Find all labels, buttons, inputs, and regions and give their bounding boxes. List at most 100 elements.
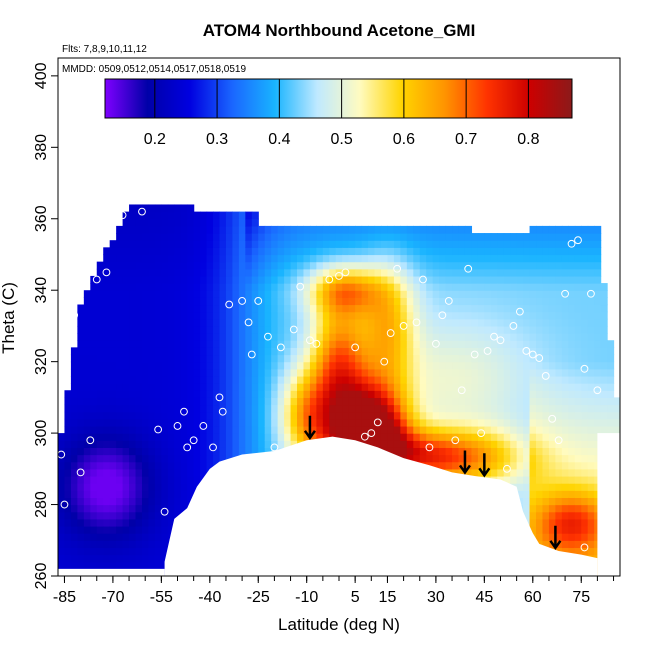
heatmap-cell [600,375,608,384]
heatmap-cell [329,333,337,341]
heatmap-cell [238,254,246,263]
heatmap-cell [477,461,485,470]
heatmap-cell [232,375,240,384]
heatmap-cell [581,261,589,270]
heatmap-cell [161,218,169,227]
heatmap-cell [77,490,85,499]
heatmap-cell [64,468,72,477]
heatmap-cell [116,361,124,370]
heatmap-cell [587,283,595,291]
observation-point [138,207,146,216]
heatmap-cell [542,275,550,284]
heatmap-cell [154,275,162,284]
heatmap-cell [529,490,537,499]
heatmap-cell [96,311,104,320]
heatmap-cell [187,490,195,499]
heatmap-cell [322,268,330,277]
heatmap-cell [141,361,150,370]
heatmap-cell [419,440,427,448]
heatmap-cell [271,240,279,248]
heatmap-cell [380,283,389,291]
heatmap-cell [116,475,124,484]
heatmap-cell [83,461,91,470]
heatmap-cell [193,290,201,298]
heatmap-cell [206,333,214,341]
heatmap-cell [116,540,124,549]
heatmap-cell [161,433,169,441]
heatmap-cell [477,375,485,384]
heatmap-cell [380,411,389,420]
heatmap-cell [109,311,117,320]
heatmap-cell [413,333,421,341]
heatmap-cell [355,361,363,370]
heatmap-cell [77,497,85,506]
heatmap-cell [225,354,234,363]
heatmap-cell [613,425,620,434]
heatmap-cell [419,368,427,377]
heatmap-cell [445,411,453,420]
heatmap-cell [200,340,208,348]
heatmap-cell [96,404,104,413]
heatmap-cell [206,440,214,448]
heatmap-cell [129,525,137,534]
heatmap-cell [445,347,453,356]
heatmap-cell [70,425,78,434]
heatmap-cell [141,233,150,241]
heatmap-cell [161,411,169,420]
heatmap-cell [200,433,208,441]
heatmap-cell [271,433,279,441]
heatmap-cell [548,425,557,434]
heatmap-cell [529,447,537,456]
heatmap-cell [316,268,324,277]
heatmap-cell [322,418,330,427]
heatmap-cell [141,447,150,456]
heatmap-cell [439,318,447,327]
heatmap-cell [555,347,563,356]
heatmap-cell [174,261,182,270]
heatmap-cell [464,333,473,341]
heatmap-cell [277,418,285,427]
heatmap-cell [90,397,98,406]
heatmap-cell [90,483,98,491]
heatmap-cell [135,347,143,356]
heatmap-cell [393,447,401,456]
heatmap-cell [374,440,382,448]
heatmap-cell [516,411,524,420]
heatmap-cell [258,254,266,263]
heatmap-cell [200,325,208,334]
heatmap-cell [258,304,266,313]
heatmap-cell [503,240,511,248]
heatmap-cell [426,304,434,313]
heatmap-cell [413,354,421,363]
heatmap-cell [135,461,143,470]
heatmap-cell [251,397,259,406]
heatmap-cell [271,268,279,277]
heatmap-cell [219,440,227,448]
heatmap-cell [70,475,78,484]
heatmap-cell [264,290,272,298]
heatmap-cell [561,533,569,541]
heatmap-cell [413,254,421,263]
heatmap-cell [174,368,182,377]
heatmap-cell [129,275,137,284]
heatmap-cell [439,440,447,448]
observation-point [270,443,279,452]
heatmap-cell [568,290,576,298]
heatmap-cell [154,468,162,477]
heatmap-cell [316,233,324,241]
heatmap-cell [581,233,589,241]
heatmap-cell [600,425,608,434]
heatmap-cell [413,447,421,456]
heatmap-cell [238,283,246,291]
heatmap-cell [290,340,298,348]
heatmap-cell [96,554,104,563]
heatmap-cell [387,418,395,427]
heatmap-cell [109,290,117,298]
heatmap-cell [90,525,98,534]
heatmap-cell [329,397,337,406]
heatmap-cell [542,468,550,477]
heatmap-cell [161,333,169,341]
heatmap-cell [587,254,595,263]
heatmap-cell [277,390,285,398]
heatmap-cell [129,504,137,513]
